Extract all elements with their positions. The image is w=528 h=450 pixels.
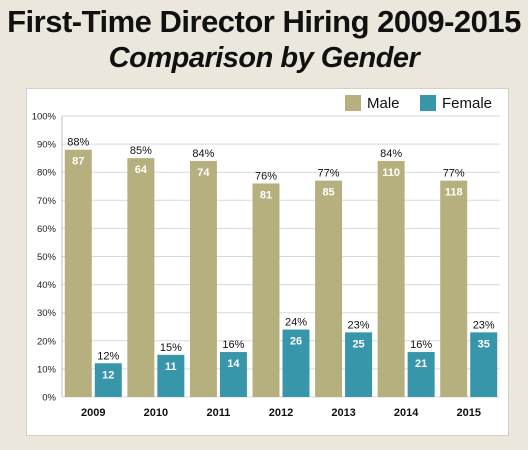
legend-swatch-male xyxy=(345,95,361,111)
legend-swatch-female xyxy=(420,95,436,111)
female-percent-label: 12% xyxy=(97,350,119,362)
female-percent-label: 23% xyxy=(348,319,370,331)
y-tick-label: 60% xyxy=(37,224,57,235)
y-tick-label: 0% xyxy=(42,393,56,404)
legend-label-female: Female xyxy=(442,95,492,112)
male-percent-label: 77% xyxy=(318,168,340,180)
male-count-label: 118 xyxy=(445,187,463,199)
y-tick-label: 100% xyxy=(32,112,57,123)
female-count-label: 25 xyxy=(352,338,364,350)
y-tick-label: 80% xyxy=(37,168,57,179)
female-percent-label: 16% xyxy=(410,339,432,351)
male-bar xyxy=(440,180,468,397)
male-bar xyxy=(252,183,280,397)
male-bar xyxy=(127,158,155,397)
male-percent-label: 84% xyxy=(380,148,402,160)
y-tick-label: 90% xyxy=(37,140,57,151)
x-tick-label: 2015 xyxy=(456,407,480,419)
y-tick-label: 50% xyxy=(37,252,57,263)
female-percent-label: 24% xyxy=(285,317,307,329)
chart-title: First-Time Director Hiring 2009-2015 xyxy=(7,4,521,39)
y-tick-label: 20% xyxy=(37,336,57,347)
female-count-label: 26 xyxy=(290,336,302,348)
female-count-label: 21 xyxy=(415,358,427,370)
male-count-label: 85 xyxy=(322,187,334,199)
male-bar xyxy=(315,180,343,397)
male-count-label: 81 xyxy=(260,189,272,201)
male-bar xyxy=(377,160,405,397)
female-bar xyxy=(94,363,122,397)
female-bar xyxy=(219,352,247,397)
male-count-label: 74 xyxy=(197,167,210,179)
female-bar xyxy=(345,332,373,397)
y-tick-label: 30% xyxy=(37,308,57,319)
x-tick-label: 2013 xyxy=(331,407,355,419)
female-bar xyxy=(157,354,185,397)
male-count-label: 110 xyxy=(382,167,400,179)
female-bar xyxy=(470,332,498,397)
female-percent-label: 23% xyxy=(473,319,495,331)
female-count-label: 12 xyxy=(102,369,114,381)
y-tick-label: 10% xyxy=(37,364,57,375)
female-count-label: 14 xyxy=(227,358,240,370)
male-bar xyxy=(189,160,217,397)
male-bar xyxy=(64,149,92,397)
male-percent-label: 84% xyxy=(192,148,214,160)
y-tick-label: 70% xyxy=(37,196,57,207)
female-bar xyxy=(407,352,435,397)
male-percent-label: 77% xyxy=(443,168,465,180)
x-tick-label: 2012 xyxy=(269,407,293,419)
male-percent-label: 88% xyxy=(67,137,89,149)
female-bar xyxy=(282,329,310,397)
male-percent-label: 85% xyxy=(130,145,152,157)
female-percent-label: 15% xyxy=(160,342,182,354)
chart-subtitle: Comparison by Gender xyxy=(108,42,420,74)
x-tick-label: 2010 xyxy=(144,407,168,419)
x-tick-label: 2014 xyxy=(394,407,419,419)
male-percent-label: 76% xyxy=(255,170,277,182)
female-count-label: 35 xyxy=(478,338,490,350)
male-count-label: 64 xyxy=(135,164,148,176)
y-tick-label: 40% xyxy=(37,280,57,291)
female-count-label: 11 xyxy=(165,361,177,373)
x-tick-label: 2009 xyxy=(81,407,105,419)
legend-label-male: Male xyxy=(367,95,400,112)
x-tick-label: 2011 xyxy=(206,407,230,419)
female-percent-label: 16% xyxy=(222,339,244,351)
male-count-label: 87 xyxy=(72,156,84,168)
